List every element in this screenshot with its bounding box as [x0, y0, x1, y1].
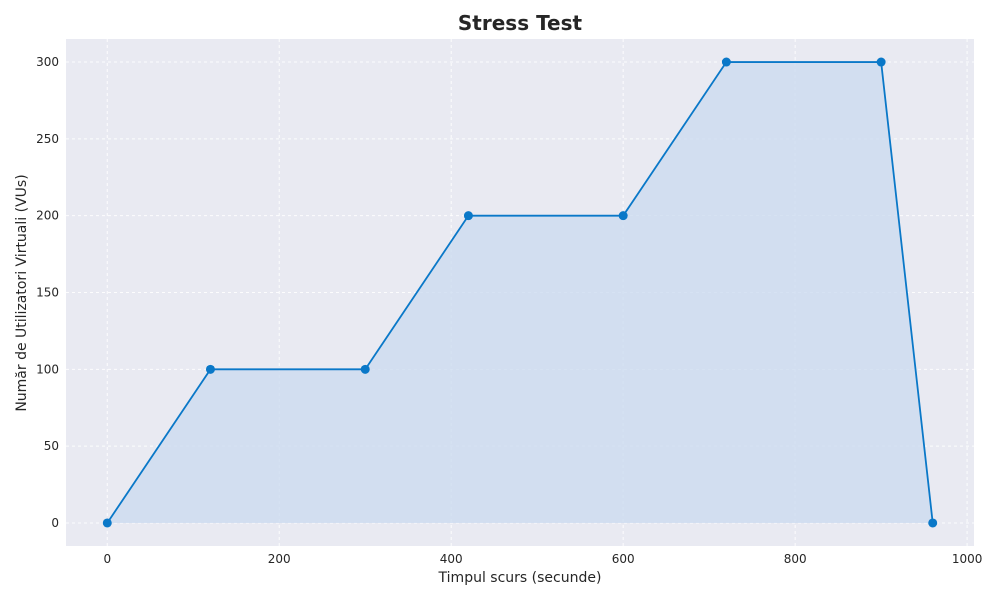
x-tick-label: 200	[268, 552, 291, 566]
data-points	[102, 57, 938, 528]
data-point	[360, 364, 370, 374]
y-axis-ticks: 0 50 100 150 200 250 300	[36, 55, 59, 530]
x-tick-label: 400	[440, 552, 463, 566]
area-fill	[107, 62, 933, 523]
chart-title: Stress Test	[458, 11, 583, 35]
data-point	[205, 364, 215, 374]
series-line	[106, 61, 934, 524]
y-tick-label: 100	[36, 362, 59, 376]
data-point	[618, 211, 628, 221]
data-point	[721, 57, 731, 67]
x-tick-label: 600	[612, 552, 635, 566]
y-tick-label: 50	[44, 439, 59, 453]
x-tick-label: 1000	[952, 552, 983, 566]
x-tick-label: 0	[103, 552, 111, 566]
x-tick-label: 800	[784, 552, 807, 566]
y-tick-label: 150	[36, 286, 59, 300]
y-tick-label: 0	[51, 516, 59, 530]
data-point	[463, 211, 473, 221]
y-tick-label: 200	[36, 209, 59, 223]
data-point	[928, 518, 938, 528]
data-point	[102, 518, 112, 528]
y-axis-label: Număr de Utilizatori Virtuali (VUs)	[14, 174, 30, 411]
x-axis-ticks: 0 200 400 600 800 1000	[103, 552, 982, 566]
data-point	[876, 57, 886, 67]
x-axis-label: Timpul scurs (secunde)	[438, 570, 602, 586]
y-tick-label: 250	[36, 132, 59, 146]
y-tick-label: 300	[36, 55, 59, 69]
